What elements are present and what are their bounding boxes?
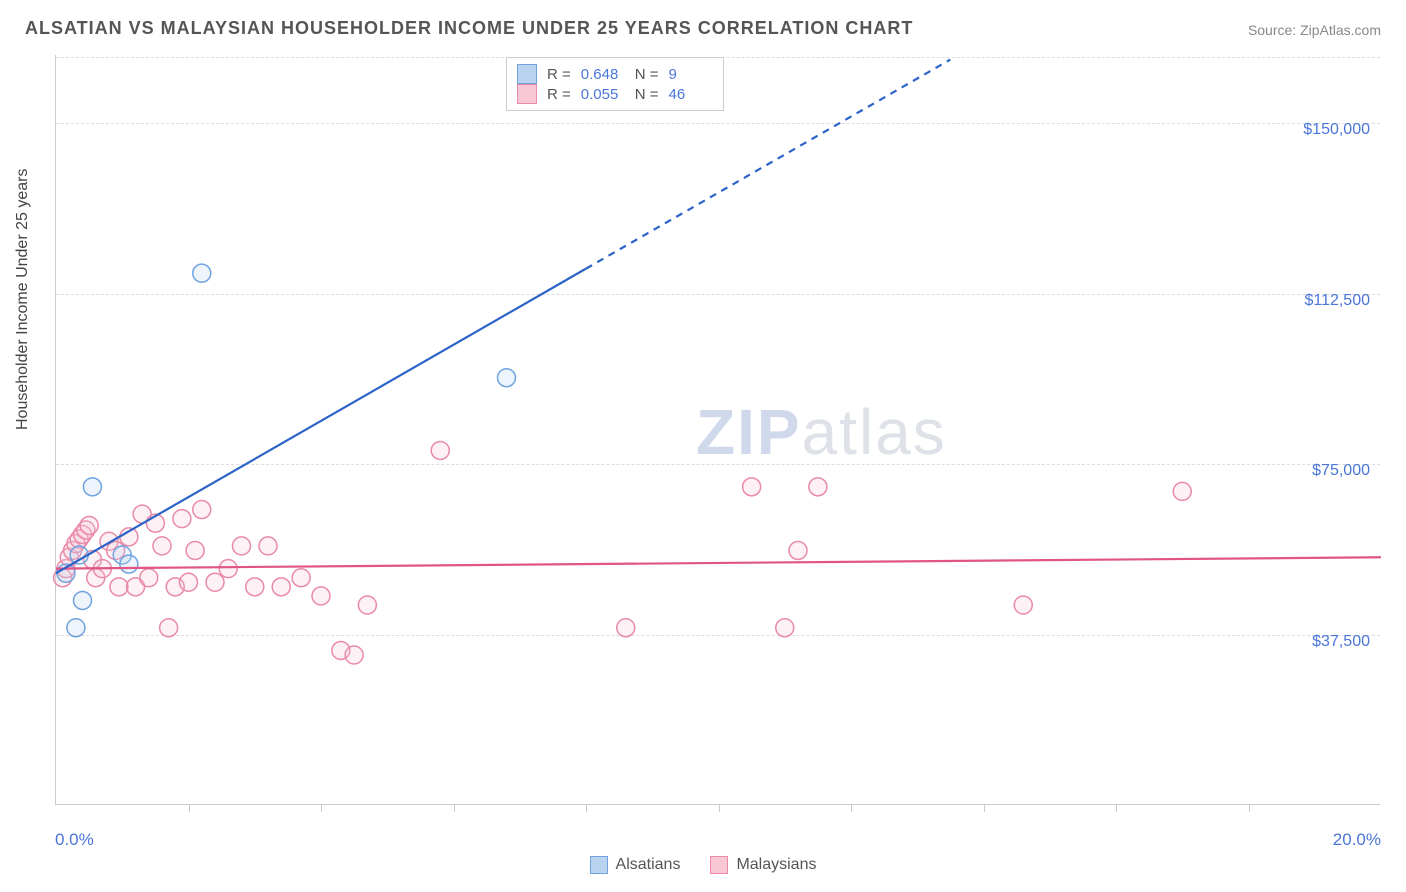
malaysians-point <box>180 573 198 591</box>
malaysians-point <box>776 619 794 637</box>
malaysians-point <box>617 619 635 637</box>
malaysians-point <box>292 569 310 587</box>
source-label: Source: ZipAtlas.com <box>1248 22 1381 38</box>
x-tick <box>189 804 190 812</box>
trendline-alsatians <box>56 269 586 574</box>
malaysians-point <box>140 569 158 587</box>
legend-swatch-icon <box>710 856 728 874</box>
malaysians-point <box>186 541 204 559</box>
x-tick <box>454 804 455 812</box>
alsatians-point <box>193 264 211 282</box>
malaysians-point <box>259 537 277 555</box>
x-tick <box>1249 804 1250 812</box>
malaysians-point <box>246 578 264 596</box>
chart-title: ALSATIAN VS MALAYSIAN HOUSEHOLDER INCOME… <box>25 18 913 39</box>
legend-r-value-alsatians: 0.648 <box>581 66 625 83</box>
legend-r-label: R = <box>547 86 571 103</box>
legend-swatch-icon <box>590 856 608 874</box>
malaysians-point <box>743 478 761 496</box>
legend-swatch-alsatians <box>517 64 537 84</box>
malaysians-point <box>358 596 376 614</box>
malaysians-point <box>1173 482 1191 500</box>
malaysians-point <box>206 573 224 591</box>
correlation-chart-container: ALSATIAN VS MALAYSIAN HOUSEHOLDER INCOME… <box>0 0 1406 892</box>
malaysians-point <box>345 646 363 664</box>
legend-row-alsatians: R = 0.648 N = 9 <box>517 64 713 84</box>
legend-correlation-box: R = 0.648 N = 9 R = 0.055 N = 46 <box>506 57 724 111</box>
legend-n-label: N = <box>635 86 659 103</box>
legend-r-label: R = <box>547 66 571 83</box>
x-tick <box>1116 804 1117 812</box>
malaysians-point <box>233 537 251 555</box>
malaysians-point <box>80 516 98 534</box>
x-tick <box>984 804 985 812</box>
x-tick <box>719 804 720 812</box>
y-axis-label: Householder Income Under 25 years <box>14 169 32 430</box>
legend-item-malaysians: Malaysians <box>710 856 816 874</box>
malaysians-point <box>431 441 449 459</box>
malaysians-point <box>1014 596 1032 614</box>
malaysians-point <box>153 537 171 555</box>
legend-series: Alsatians Malaysians <box>0 856 1406 874</box>
alsatians-point <box>498 369 516 387</box>
plot-area: $37,500$75,000$112,500$150,000 ZIPatlas … <box>55 55 1380 805</box>
x-axis-max-label: 20.0% <box>1333 830 1381 850</box>
legend-item-alsatians: Alsatians <box>590 856 681 874</box>
legend-r-value-malaysians: 0.055 <box>581 86 625 103</box>
legend-label-alsatians: Alsatians <box>616 856 681 874</box>
alsatians-point <box>74 591 92 609</box>
trendline-malaysians <box>56 557 1381 568</box>
malaysians-point <box>219 560 237 578</box>
legend-n-label: N = <box>635 66 659 83</box>
malaysians-point <box>110 578 128 596</box>
x-tick <box>321 804 322 812</box>
malaysians-point <box>312 587 330 605</box>
x-axis-min-label: 0.0% <box>55 830 94 850</box>
malaysians-point <box>173 510 191 528</box>
malaysians-point <box>809 478 827 496</box>
legend-swatch-malaysians <box>517 84 537 104</box>
malaysians-point <box>193 501 211 519</box>
malaysians-point <box>160 619 178 637</box>
x-tick <box>586 804 587 812</box>
alsatians-point <box>120 555 138 573</box>
alsatians-point <box>67 619 85 637</box>
legend-n-value-alsatians: 9 <box>669 66 713 83</box>
x-tick <box>851 804 852 812</box>
malaysians-point <box>272 578 290 596</box>
legend-n-value-malaysians: 46 <box>669 86 713 103</box>
alsatians-point <box>83 478 101 496</box>
legend-label-malaysians: Malaysians <box>736 856 816 874</box>
malaysians-point <box>789 541 807 559</box>
plot-svg <box>56 55 1380 804</box>
legend-row-malaysians: R = 0.055 N = 46 <box>517 84 713 104</box>
